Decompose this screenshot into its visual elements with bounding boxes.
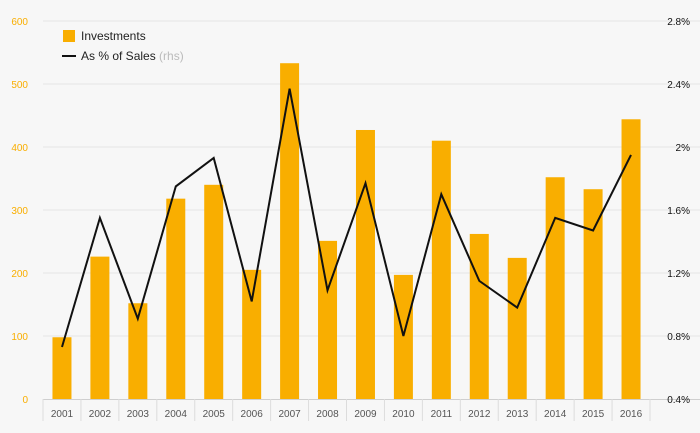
y-left-tick-label-5: 500 xyxy=(11,80,28,91)
bar-2012 xyxy=(469,233,489,399)
x-tick-label-2001: 2001 xyxy=(51,409,74,420)
y-right-tick-label-2: 1.2% xyxy=(667,269,690,280)
y-right-tick-label-3: 1.6% xyxy=(667,206,690,217)
legend-label-pct-sales-suffix: (rhs) xyxy=(159,49,184,63)
bar-2011 xyxy=(431,140,451,399)
x-tick-label-2004: 2004 xyxy=(165,409,188,420)
y-right-tick-label-1: 0.8% xyxy=(667,332,690,343)
bar-2010 xyxy=(393,274,413,399)
y-right-tick-label-6: 2.8% xyxy=(667,17,690,28)
bar-2001 xyxy=(52,337,72,399)
y-left-tick-label-2: 200 xyxy=(11,269,28,280)
legend-label-investments: Investments xyxy=(81,29,146,43)
y-left-tick-label-4: 400 xyxy=(11,143,28,154)
y-axis-right: 0.4% 0.8% 1.2% 1.6% 2% 2.4% 2.8% xyxy=(667,17,690,406)
x-tick-label-2014: 2014 xyxy=(544,409,567,420)
line-pct-sales xyxy=(61,88,632,348)
y-right-tick-label-5: 2.4% xyxy=(667,80,690,91)
legend-label-pct-sales-name: As % of Sales xyxy=(81,49,156,63)
bar-2007 xyxy=(280,63,300,400)
x-tick-label-2006: 2006 xyxy=(241,409,264,420)
x-tick-label-2003: 2003 xyxy=(127,409,150,420)
bar-2016 xyxy=(621,119,641,399)
bar-2003 xyxy=(128,303,148,399)
bar-2004 xyxy=(166,198,186,399)
x-tick-label-2010: 2010 xyxy=(392,409,415,420)
x-tick-label-2005: 2005 xyxy=(203,409,226,420)
line-series-pct-sales xyxy=(61,88,632,348)
x-tick-label-2002: 2002 xyxy=(89,409,112,420)
y-left-tick-label-3: 300 xyxy=(11,206,28,217)
bar-series-investments xyxy=(52,63,641,400)
grid-lines xyxy=(42,20,700,421)
y-left-tick-label-0: 0 xyxy=(22,395,28,406)
y-axis-left: 0 100 200 300 400 500 600 xyxy=(11,17,28,406)
bar-2002 xyxy=(90,256,110,399)
x-tick-label-2008: 2008 xyxy=(316,409,339,420)
bar-2005 xyxy=(204,184,224,399)
x-axis: 2001 2002 2003 2004 2005 2006 2007 2008 2009 2010… xyxy=(51,409,643,420)
x-tick-label-2013: 2013 xyxy=(506,409,529,420)
bar-2015 xyxy=(583,189,603,399)
y-right-tick-label-4: 2% xyxy=(676,143,691,154)
x-tick-label-2015: 2015 xyxy=(582,409,605,420)
y-right-tick-label-0: 0.4% xyxy=(667,395,690,406)
x-tick-label-2012: 2012 xyxy=(468,409,491,420)
bar-2014 xyxy=(545,177,565,399)
x-tick-label-2016: 2016 xyxy=(620,409,643,420)
legend: Investments As % of Sales (rhs) xyxy=(62,29,184,63)
y-left-tick-label-6: 600 xyxy=(11,17,28,28)
legend-label-pct-sales: As % of Sales (rhs) xyxy=(81,49,184,63)
legend-swatch-investments xyxy=(63,30,75,42)
x-tick-label-2011: 2011 xyxy=(431,409,453,420)
bar-2008 xyxy=(318,240,338,399)
y-left-tick-label-1: 100 xyxy=(11,332,28,343)
bar-2009 xyxy=(355,129,375,400)
x-tick-label-2009: 2009 xyxy=(354,409,377,420)
x-tick-label-2007: 2007 xyxy=(278,409,301,420)
bar-2006 xyxy=(242,269,262,399)
bar-2013 xyxy=(507,257,527,399)
